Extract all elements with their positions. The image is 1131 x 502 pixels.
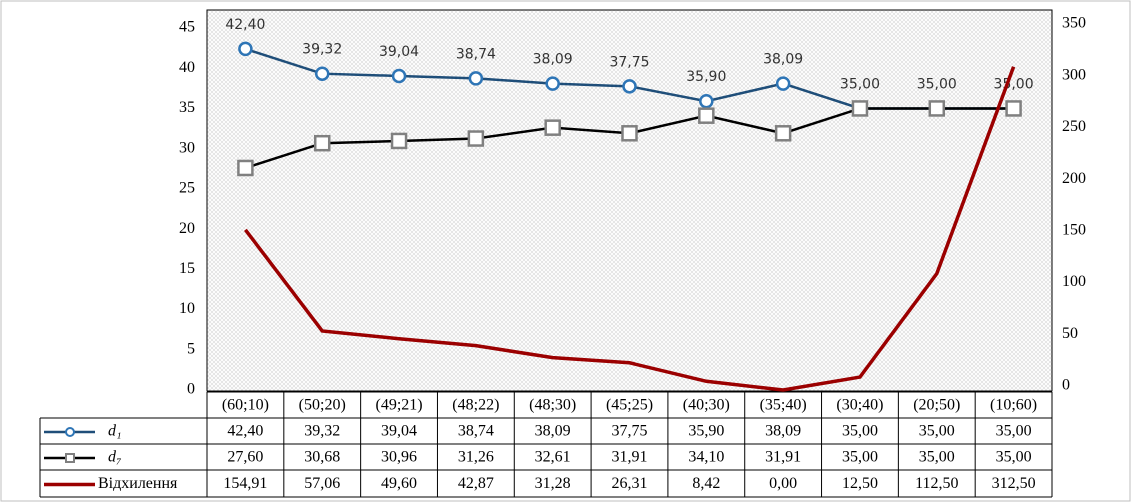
x-tick-label: (10;60)	[990, 397, 1037, 414]
table-cell: 31,91	[612, 449, 648, 466]
legend-label: Відхилення	[98, 475, 178, 492]
x-tick-label: (30;40)	[836, 397, 883, 414]
table-cell: 31,28	[535, 475, 571, 492]
y-tick-label: 0	[187, 381, 195, 398]
point	[621, 125, 638, 142]
point	[238, 41, 253, 57]
table-cell: 35,00	[996, 449, 1032, 466]
table-cell: 38,09	[765, 423, 801, 440]
point	[775, 76, 791, 91]
y2-tick-label: 50	[1062, 325, 1078, 342]
point	[774, 125, 792, 142]
table-cell: 35,00	[842, 423, 878, 440]
point	[391, 68, 407, 84]
table-cell: 32,61	[535, 449, 571, 466]
y-tick-label: 35	[179, 99, 195, 116]
table-cell: 39,04	[381, 423, 417, 440]
y-tick-label: 30	[179, 139, 195, 156]
data-label: 35,00	[917, 76, 957, 92]
data-label: 35,90	[686, 69, 726, 85]
legend-label: d₇	[108, 449, 122, 466]
data-label: 35,00	[840, 76, 880, 92]
series-line	[244, 66, 1016, 392]
table-cell: 30,68	[304, 449, 340, 466]
y-tick-label: 45	[179, 19, 195, 36]
data-label: 39,04	[379, 44, 419, 60]
x-tick-label: (48;30)	[529, 397, 576, 414]
x-tick-label: (45;25)	[606, 397, 653, 414]
table-cell: 35,00	[842, 449, 878, 466]
x-tick-label: (20;50)	[913, 397, 960, 414]
y-tick-label: 5	[187, 340, 195, 357]
point	[468, 71, 484, 86]
point	[545, 76, 560, 91]
point	[1005, 100, 1022, 117]
legend-marker	[65, 453, 75, 463]
y2-tick-label: 350	[1062, 15, 1086, 32]
table-cell: 154,91	[223, 475, 267, 492]
table-cell: 38,09	[535, 423, 571, 440]
table-cell: 30,96	[381, 449, 417, 466]
data-label: 37,75	[609, 54, 649, 70]
table-cell: 57,06	[304, 475, 340, 492]
x-tick-label: (50;20)	[299, 397, 346, 414]
y2-tick-label: 300	[1062, 66, 1086, 83]
table-cell: 35,00	[996, 423, 1032, 440]
legend-label: d₁	[108, 423, 122, 440]
y-tick-label: 10	[179, 300, 195, 317]
point	[313, 134, 331, 152]
y2-tick-label: 250	[1062, 118, 1086, 135]
y-tick-label: 25	[179, 180, 195, 197]
table-cell: 39,32	[304, 423, 340, 440]
y-tick-label: 40	[179, 59, 195, 76]
data-label: 35,00	[994, 76, 1034, 92]
x-tick-label: (49;21)	[375, 397, 422, 414]
table-cell: 12,50	[842, 475, 878, 492]
data-label: 42,40	[225, 17, 265, 33]
y2-tick-label: 100	[1062, 273, 1086, 290]
table-cell: 49,60	[381, 475, 417, 492]
y-tick-label: 20	[179, 220, 195, 237]
table-cell: 8,42	[692, 475, 720, 492]
point	[698, 107, 715, 124]
point	[851, 100, 869, 117]
table-cell: 38,74	[458, 423, 494, 440]
point	[314, 66, 330, 81]
data-label: 38,09	[763, 52, 803, 68]
data-label: 38,09	[533, 52, 573, 68]
table-cell: 34,10	[688, 449, 724, 466]
table-cell: 26,31	[612, 475, 648, 492]
x-tick-label: (60;10)	[222, 397, 269, 414]
y-tick-label: 15	[179, 260, 195, 277]
legend-marker	[65, 427, 75, 437]
point	[467, 130, 485, 147]
table-cell: 0,00	[769, 475, 797, 492]
x-tick-label: (40;30)	[683, 397, 730, 414]
point	[544, 119, 561, 136]
y2-tick-label: 200	[1062, 170, 1086, 187]
point	[699, 93, 714, 109]
table-cell: 35,00	[919, 449, 955, 466]
data-label: 39,32	[302, 42, 342, 58]
table-cell: 27,60	[227, 449, 263, 466]
y2-tick-label: 0	[1062, 377, 1070, 394]
table-cell: 312,50	[992, 475, 1036, 492]
table-cell: 112,50	[915, 475, 958, 492]
table-cell: 42,87	[458, 475, 494, 492]
table-cell: 31,91	[765, 449, 801, 466]
x-tick-label: (35;40)	[760, 397, 807, 414]
point	[237, 159, 254, 177]
point	[928, 100, 946, 117]
table-cell: 31,26	[458, 449, 494, 466]
data-label: 38,74	[456, 46, 496, 62]
x-tick-label: (48;22)	[452, 397, 499, 414]
table-cell: 35,90	[688, 423, 724, 440]
table-cell: 42,40	[227, 423, 263, 440]
table-cell: 37,75	[612, 423, 648, 440]
table-cell: 35,00	[919, 423, 955, 440]
y2-tick-label: 150	[1062, 222, 1086, 239]
point	[622, 79, 637, 94]
point	[390, 132, 408, 150]
